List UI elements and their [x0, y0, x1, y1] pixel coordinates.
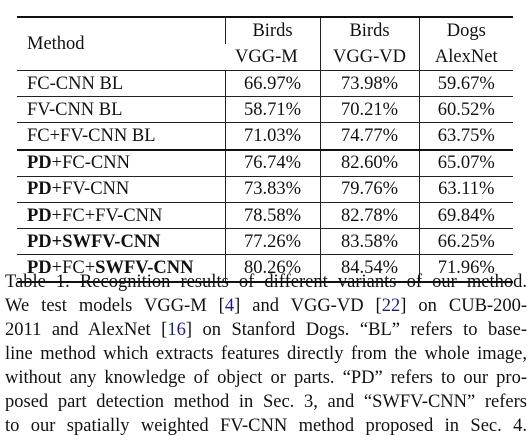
caption-line: line method which extracts features dire…	[5, 342, 527, 366]
value-cell: 66.25%	[418, 228, 513, 255]
caption-text: to our spatially weighted FV-CNN method …	[5, 416, 527, 436]
caption-text: without any knowledge of object or parts…	[5, 368, 527, 388]
header-col3-line1: Dogs	[418, 16, 513, 44]
citation-link[interactable]: 16	[167, 320, 186, 340]
header-col1-line1: Birds	[224, 16, 320, 44]
value-cell: 78.58%	[224, 201, 320, 229]
value-cell: 73.83%	[224, 175, 320, 203]
table-row: PD+FC+FV-CNN 78.58% 82.78% 69.84%	[17, 201, 513, 229]
caption-text: ] on Stanford Dogs. “BL” refers to base-	[185, 320, 527, 340]
value-cell: 59.67%	[418, 69, 513, 97]
caption-text: We test models VGG-M [	[5, 296, 225, 316]
value-cell: 77.26%	[224, 228, 320, 255]
method-name: +SWFV-CNN	[51, 231, 161, 252]
caption-line: Table 1. Recognition results of differen…	[5, 270, 527, 294]
table-row: FV-CNN BL 58.71% 70.21% 60.52%	[17, 96, 513, 123]
method-name: +FC+FV-CNN	[51, 205, 163, 226]
header-col3-line2: AlexNet	[418, 44, 513, 71]
caption-line: We test models VGG-M [4] and VGG-VD [22]…	[5, 294, 527, 318]
header-method: Method	[17, 16, 225, 71]
method-cell: PD+FC+FV-CNN	[17, 201, 225, 229]
value-cell: 84.54%	[319, 254, 419, 283]
pd-prefix: PD	[27, 179, 52, 200]
method-cell: FV-CNN BL	[17, 96, 225, 123]
value-cell: 63.75%	[418, 122, 513, 150]
table-caption: Table 1. Recognition results of differen…	[5, 270, 527, 438]
caption-text: Table 1. Recognition results of differen…	[5, 272, 527, 292]
caption-text: line method which extracts features dire…	[5, 344, 527, 364]
header-col2-line2: VGG-VD	[319, 44, 419, 71]
pd-prefix: PD	[27, 231, 52, 252]
method-name: FV-CNN BL	[27, 99, 123, 120]
header-col2-line1: Birds	[319, 16, 419, 44]
caption-line: without any knowledge of object or parts…	[5, 366, 527, 390]
method-name: +FC+	[51, 257, 96, 278]
value-cell: 66.97%	[224, 69, 320, 97]
method-cell: FC-CNN BL	[17, 69, 225, 97]
caption-line: to our spatially weighted FV-CNN method …	[5, 414, 527, 438]
results-table: Method Birds Birds Dogs VGG-M VGG-VD Ale…	[17, 16, 513, 283]
pd-prefix: PD	[27, 205, 52, 226]
pd-prefix: PD	[27, 257, 52, 278]
caption-line: posed part detection method in Sec. 3, a…	[5, 390, 527, 414]
table-row: PD+SWFV-CNN 77.26% 83.58% 66.25%	[17, 228, 513, 255]
method-cell: PD+FV-CNN	[17, 175, 225, 203]
table-row: FC-CNN BL 66.97% 73.98% 59.67%	[17, 69, 513, 97]
table-row: FC+FV-CNN BL 71.03% 74.77% 63.75%	[17, 122, 513, 150]
value-cell: 69.84%	[418, 201, 513, 229]
pd-prefix: PD	[27, 153, 52, 174]
method-name: +FV-CNN	[51, 179, 130, 200]
caption-text: ] and VGG-VD [	[234, 296, 382, 316]
method-cell: PD+FC-CNN	[17, 148, 225, 177]
value-cell: 73.98%	[319, 69, 419, 97]
table-body: FC-CNN BL 66.97% 73.98% 59.67% FV-CNN BL 58.7…	[17, 69, 513, 283]
value-cell: 71.96%	[418, 254, 513, 283]
method-name: FC+FV-CNN BL	[27, 125, 156, 146]
citation-link[interactable]: 22	[381, 296, 401, 316]
method-cell: FC+FV-CNN BL	[17, 122, 225, 150]
value-cell: 76.74%	[224, 148, 320, 177]
value-cell: 83.58%	[319, 228, 419, 255]
value-cell: 58.71%	[224, 96, 320, 123]
method-cell: PD+FC+SWFV-CNN	[17, 254, 225, 283]
value-cell: 80.26%	[224, 254, 320, 283]
value-cell: 63.11%	[418, 175, 513, 203]
value-cell: 82.60%	[319, 148, 419, 177]
caption-text: posed part detection method in Sec. 3, a…	[5, 392, 527, 412]
method-name-bold: SWFV-CNN	[95, 257, 194, 278]
value-cell: 82.78%	[319, 201, 419, 229]
method-cell: PD+SWFV-CNN	[17, 228, 225, 255]
value-cell: 65.07%	[418, 148, 513, 177]
method-name: FC-CNN BL	[27, 73, 124, 94]
value-cell: 71.03%	[224, 122, 320, 150]
caption-text: 2011 and AlexNet [	[5, 320, 168, 340]
value-cell: 70.21%	[319, 96, 419, 123]
method-name: +FC-CNN	[51, 153, 130, 174]
table-row: PD+FC+SWFV-CNN 80.26% 84.54% 71.96%	[17, 254, 513, 283]
value-cell: 60.52%	[418, 96, 513, 123]
value-cell: 79.76%	[319, 175, 419, 203]
value-cell: 74.77%	[319, 122, 419, 150]
header-col1-line2: VGG-M	[235, 47, 298, 67]
caption-line: 2011 and AlexNet [16] on Stanford Dogs. …	[5, 318, 527, 342]
caption-text: ] on CUB-200-	[400, 296, 527, 316]
table-row: PD+FV-CNN 73.83% 79.76% 63.11%	[17, 175, 513, 203]
citation-link[interactable]: 4	[224, 296, 235, 316]
table-row: PD+FC-CNN 76.74% 82.60% 65.07%	[17, 148, 513, 177]
